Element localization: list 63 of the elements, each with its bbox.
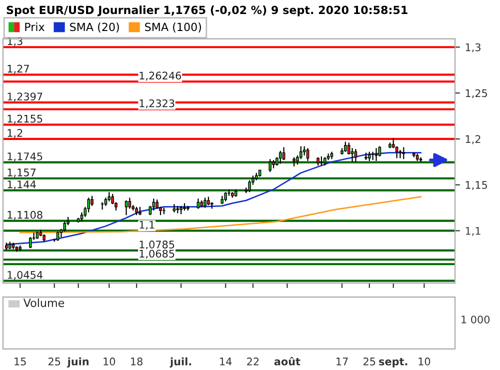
- candlestick: [350, 148, 354, 162]
- candlestick: [419, 156, 422, 162]
- candlestick: [100, 202, 104, 210]
- candlestick: [378, 146, 382, 157]
- x-tick-label: 10: [104, 358, 116, 366]
- y-tick-label: 1,25: [466, 89, 488, 98]
- candlestick: [344, 141, 347, 152]
- x-tick-label: juin: [67, 357, 89, 368]
- candlestick: [278, 150, 282, 164]
- y-tick-label: 1,15: [466, 181, 488, 190]
- candlestick: [374, 148, 378, 162]
- chart-title: Spot EUR/USD Journalier 1,1765 (-0,02 %) 9 sept. 2020 10:58:51: [6, 6, 408, 16]
- ref-line-label: 1,1108: [8, 210, 42, 220]
- x-tick-label: 10: [418, 358, 430, 366]
- ref-line-label: 1,2323: [140, 99, 174, 108]
- x-tick-label: 14: [220, 358, 232, 366]
- candlestick: [402, 146, 406, 160]
- legend-label: SMA (100): [145, 22, 202, 32]
- ref-line-label: 1,2155: [8, 114, 42, 124]
- candlestick: [282, 146, 286, 161]
- candlestick: [302, 146, 306, 156]
- candlestick: [204, 197, 206, 208]
- ref-line-label: 1,0454: [8, 270, 42, 280]
- x-tick-label: 15: [14, 358, 26, 366]
- ref-line-label: 1,0785: [140, 240, 174, 250]
- x-tick-label: sept.: [379, 358, 408, 368]
- y-tick-label: 1,1: [466, 227, 480, 236]
- ref-line-label: 1,2397: [8, 92, 42, 102]
- candlestick: [368, 151, 371, 162]
- candlestick: [292, 156, 296, 168]
- x-tick-label: 17: [336, 358, 348, 366]
- ref-line-label: 1,144: [8, 180, 36, 190]
- legend-label: Prix: [25, 22, 44, 31]
- text: 1 000: [462, 316, 490, 324]
- ref-line-label: 1,27: [8, 64, 29, 74]
- candlestick: [28, 236, 32, 249]
- x-tick-label: 18: [131, 358, 142, 366]
- y-tick-label: 1,2: [466, 135, 480, 144]
- ref-line-label: 1,157: [8, 168, 36, 178]
- x-tick-label: 22: [247, 358, 259, 366]
- ref-line-label: 1,1745: [8, 152, 42, 162]
- legend-label: SMA (20): [70, 22, 119, 32]
- candlestick: [306, 148, 310, 162]
- candlestick: [56, 231, 60, 242]
- ref-line-label: 1,2: [8, 129, 22, 138]
- candlestick: [248, 180, 251, 193]
- candlestick: [87, 197, 90, 213]
- ref-line-label: 1,26246: [140, 72, 182, 81]
- candlestick: [108, 192, 111, 202]
- candlestick: [224, 192, 227, 202]
- candlestick: [172, 204, 176, 213]
- candlestick: [398, 149, 402, 159]
- x-tick-label: 25: [48, 358, 60, 366]
- x-tick-label: juil.: [170, 357, 192, 368]
- ref-line-label: 1,0685: [140, 250, 174, 259]
- y-tick-label: 1,3: [466, 43, 480, 52]
- x-tick-label: août: [274, 356, 300, 366]
- text: Volume: [23, 298, 64, 308]
- candlestick: [268, 158, 272, 173]
- candlestick: [90, 195, 94, 206]
- x-tick-label: 25: [364, 358, 376, 366]
- ref-line-label: 1,3: [8, 37, 22, 46]
- ref-line-label: 1,1: [140, 220, 154, 230]
